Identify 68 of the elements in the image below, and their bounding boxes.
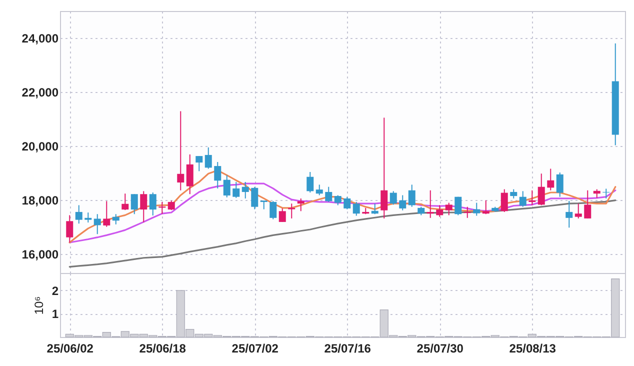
candlestick xyxy=(528,190,536,206)
x-tick-label: 25/07/02 xyxy=(232,342,279,356)
y-tick-label: 2 xyxy=(52,284,59,298)
y-tick-label: 24,000 xyxy=(22,32,59,46)
candlestick xyxy=(140,190,148,223)
candlestick xyxy=(399,194,406,211)
candlestick xyxy=(103,200,110,228)
candlestick xyxy=(251,186,258,210)
candlestick xyxy=(112,214,120,225)
candlestick xyxy=(288,203,296,219)
candlestick xyxy=(473,202,480,216)
candlestick xyxy=(436,204,444,218)
y-tick-label: 22,000 xyxy=(22,86,59,100)
candlestick xyxy=(66,214,74,243)
candlestick xyxy=(454,196,462,216)
candlestick xyxy=(519,190,526,208)
candlestick xyxy=(168,200,175,211)
candlestick xyxy=(510,188,518,199)
candlestick xyxy=(334,194,342,206)
candlestick xyxy=(122,193,129,211)
candlestick xyxy=(306,171,314,194)
candlestick xyxy=(94,214,101,235)
candlestick xyxy=(426,190,434,218)
candlestick xyxy=(223,174,230,198)
candlestick xyxy=(242,181,249,199)
candlestick xyxy=(297,198,304,212)
candlestick xyxy=(408,184,416,208)
candlestick xyxy=(500,188,508,212)
candlestick xyxy=(270,200,277,220)
candlestick xyxy=(75,204,82,224)
y-axis-title: 10⁶ xyxy=(32,296,46,315)
candlestick xyxy=(149,192,156,216)
candlestick xyxy=(316,184,323,196)
candlestick xyxy=(482,200,490,215)
candlestick xyxy=(602,188,610,199)
candlestick xyxy=(232,181,240,198)
candlestick xyxy=(84,212,92,223)
x-tick-label: 25/06/18 xyxy=(139,342,186,356)
candlestick xyxy=(556,172,564,198)
candlestick xyxy=(177,110,184,191)
candlestick xyxy=(130,194,138,215)
candlestick xyxy=(547,168,554,191)
candlestick xyxy=(214,161,222,189)
candlestick xyxy=(204,146,212,170)
candlestick xyxy=(538,173,545,206)
candlestick xyxy=(380,117,388,219)
candlestick xyxy=(445,202,452,216)
x-tick-label: 25/08/13 xyxy=(509,342,556,356)
candlestick xyxy=(196,156,203,172)
candlestick xyxy=(186,154,194,195)
candlestick xyxy=(566,200,573,228)
y-tick-label: 18,000 xyxy=(22,194,59,208)
candlestick xyxy=(344,196,351,210)
y-tick-label: 1 xyxy=(52,307,59,322)
x-tick-label: 25/07/30 xyxy=(416,342,464,356)
candlestick xyxy=(371,203,378,215)
candlestick xyxy=(278,208,286,222)
x-tick-label: 25/06/02 xyxy=(46,342,94,356)
y-tick-label: 20,000 xyxy=(22,140,59,154)
candlestick xyxy=(584,190,592,219)
candlestick xyxy=(352,201,360,216)
candlestick xyxy=(158,201,166,214)
y-tick-label: 16,000 xyxy=(22,248,59,262)
candlestick xyxy=(464,206,471,218)
candlestick xyxy=(325,186,332,202)
x-tick-label: 25/07/16 xyxy=(324,342,372,356)
candlestick xyxy=(390,190,397,206)
candlestick xyxy=(574,203,582,219)
